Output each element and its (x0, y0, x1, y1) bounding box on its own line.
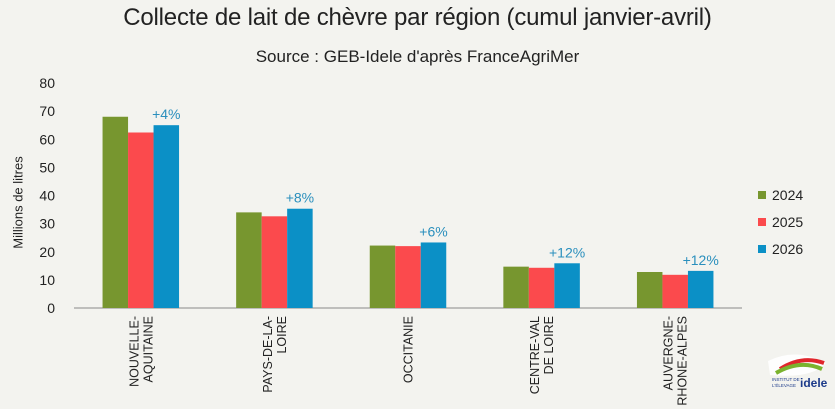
bar-annotation: +12% (549, 244, 585, 260)
legend-swatch (758, 244, 766, 253)
x-tick-label-line: AUVERGNE- (662, 316, 676, 390)
y-tick-label: 70 (39, 103, 55, 119)
x-tick-label: AUVERGNE- RHONE-ALPES (662, 316, 690, 406)
bar-2026-0 (153, 125, 180, 308)
y-tick-label: 30 (39, 216, 55, 232)
bar-2024-4 (636, 272, 663, 308)
bar-2024-0 (102, 116, 129, 308)
bar-annotation: +8% (286, 190, 314, 206)
legend-item-2025: 2025 (758, 208, 803, 235)
x-tick-label-line: OCCITANIE (402, 316, 416, 383)
y-tick-label: 50 (39, 159, 55, 175)
x-tick-label: CENTRE-VAL DE LOIRE (528, 316, 556, 394)
chart-title: Collecte de lait de chèvre par région (c… (123, 4, 712, 31)
legend-label: 2026 (772, 240, 804, 257)
y-tick-label: 20 (39, 244, 55, 260)
y-tick-label: 40 (39, 188, 55, 204)
y-tick-label: 80 (39, 75, 55, 91)
x-tick-label: PAYS-DE-LA- LOIRE (261, 316, 289, 393)
bar-2026-2 (420, 242, 447, 308)
x-tick-label-line: PAYS-DE-LA- (261, 316, 275, 393)
x-tick-label-line: RHONE-ALPES (676, 316, 690, 406)
bar-annotation: +6% (419, 223, 447, 239)
x-tick-label-line: LOIRE (275, 316, 289, 354)
bar-annotation: +12% (683, 252, 719, 268)
logo-brand: idele (800, 376, 828, 390)
x-tick-label-line: CENTRE-VAL (528, 316, 542, 394)
y-tick-label: 60 (39, 131, 55, 147)
logo-line1: INSTITUT DE (772, 377, 800, 382)
y-tick-label: 10 (39, 272, 55, 288)
bar-2025-0 (128, 132, 154, 308)
x-tick-label: OCCITANIE (402, 316, 416, 383)
idele-logo: INSTITUT DE L'ÉLEVAGE idele (762, 351, 832, 403)
bar-2025-2 (395, 246, 421, 308)
y-tick-label: 0 (47, 300, 55, 316)
bar-2026-4 (687, 270, 714, 308)
legend-label: 2024 (772, 186, 804, 203)
logo-line2: L'ÉLEVAGE (772, 382, 796, 388)
x-tick-label-line: AQUITAINE (141, 316, 155, 382)
bar-2025-1 (261, 216, 288, 308)
bar-2024-1 (236, 212, 262, 308)
legend: 2024 2025 2026 (758, 181, 803, 262)
bar-2024-3 (503, 266, 529, 308)
x-tick-label-line: DE LOIRE (542, 316, 556, 374)
bar-2026-3 (554, 263, 580, 308)
bar-2025-3 (528, 267, 555, 308)
legend-label: 2025 (772, 213, 804, 230)
legend-swatch (758, 190, 766, 199)
legend-item-2024: 2024 (758, 181, 803, 208)
legend-item-2026: 2026 (758, 235, 803, 262)
chart-subtitle: Source : GEB-Idele d'après FranceAgriMer (255, 47, 580, 66)
bar-2024-2 (369, 245, 396, 308)
x-tick-label-line: NOUVELLE- (127, 316, 141, 387)
bar-annotation: +4% (152, 106, 180, 122)
bar-2025-4 (662, 274, 688, 308)
bar-2026-1 (287, 208, 313, 308)
x-tick-label: NOUVELLE- AQUITAINE (127, 316, 155, 387)
legend-swatch (758, 217, 766, 226)
